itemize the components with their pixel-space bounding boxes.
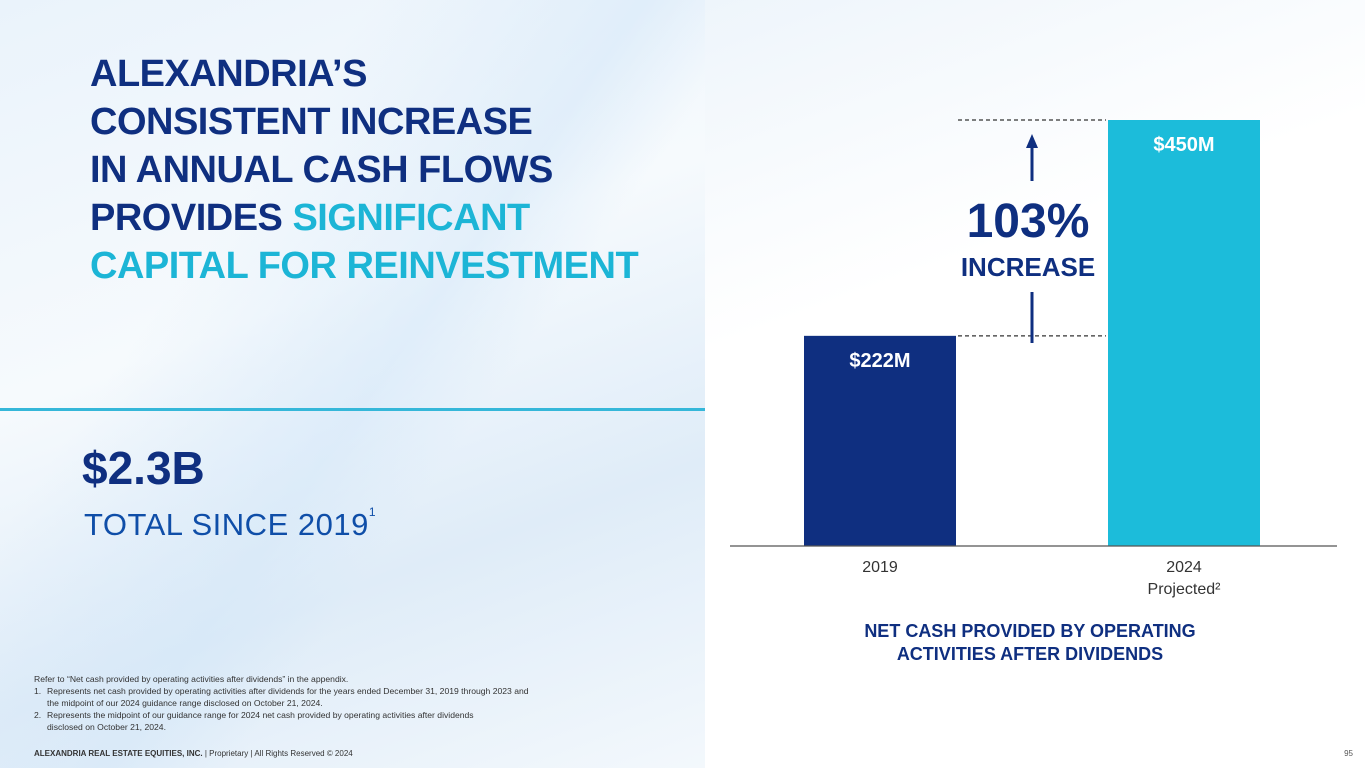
bar-2024 [1108,120,1260,546]
chart-caption-line-1: NET CASH PROVIDED BY OPERATING [864,621,1196,641]
total-value: $2.3B [82,442,205,494]
page-number: 95 [1344,749,1353,758]
footnote-intro: Refer to “Net cash provided by operating… [34,674,349,684]
slide-title: ALEXANDRIA’S CONSISTENT INCREASE IN ANNU… [90,50,639,290]
footer-company: ALEXANDRIA REAL ESTATE EQUITIES, INC. [34,749,203,758]
footnote-1-number: 1. [34,686,42,696]
data-label-2019: $222M [849,350,910,372]
footnote-2: 2. Represents the midpoint of our guidan… [34,709,634,733]
title-line-4-accent: SIGNIFICANT [292,197,530,239]
footnote-1-line-1: Represents net cash provided by operatin… [47,686,529,696]
title-line-4-prefix: PROVIDES [90,197,293,239]
footnote-2-line-1: Represents the midpoint of our guidance … [47,710,474,720]
footnote-2-text: Represents the midpoint of our guidance … [47,709,474,733]
title-line-1: ALEXANDRIA’S [90,53,367,95]
footnote-1: 1. Represents net cash provided by opera… [34,685,634,709]
title-line-2: CONSISTENT INCREASE [90,101,533,143]
total-label-text: TOTAL SINCE 2019 [84,507,369,542]
left-background-panel [0,0,705,768]
data-label-2024: $450M [1153,134,1214,156]
increase-arrow-head [1026,134,1038,148]
total-label: TOTAL SINCE 20191 [84,505,377,543]
footnote-2-number: 2. [34,710,42,720]
footnote-2-line-2: disclosed on October 21, 2024. [47,722,166,732]
footnote-1-text: Represents net cash provided by operatin… [47,685,529,709]
footnote-1-line-2: the midpoint of our 2024 guidance range … [47,698,323,708]
chart-caption-line-2: ACTIVITIES AFTER DIVIDENDS [896,644,1164,664]
section-divider-line [0,408,705,411]
footnotes: Refer to “Net cash provided by operating… [34,673,634,733]
total-label-footnote-ref: 1 [368,505,377,519]
increase-percent: 103% [967,195,1090,248]
x-tick-sublabel-2024: Projected² [1148,581,1222,598]
bar-2019 [804,335,956,546]
footer: ALEXANDRIA REAL ESTATE EQUITIES, INC. | … [34,749,353,758]
x-tick-label-2019: 2019 [862,559,898,576]
footer-rights: | Proprietary | All Rights Reserved © 20… [202,749,353,758]
title-line-5: CAPITAL FOR REINVESTMENT [90,245,639,287]
x-tick-label-2024: 2024 [1166,559,1202,576]
chart-caption: NET CASH PROVIDED BY OPERATING ACTIVITIE… [820,620,1240,666]
title-line-3: IN ANNUAL CASH FLOWS [90,149,553,191]
title-line-4: PROVIDES SIGNIFICANT [90,194,638,242]
increase-label: INCREASE [961,252,1095,282]
